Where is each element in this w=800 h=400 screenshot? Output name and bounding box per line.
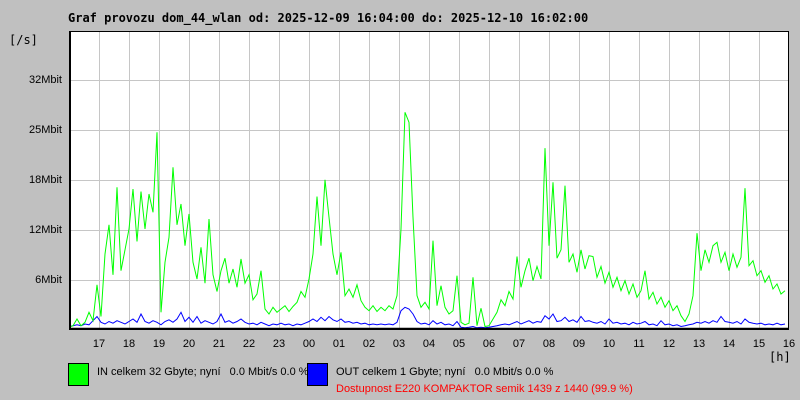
x-tick-label: 01 <box>332 338 346 350</box>
y-tick-label-12mbit: 12Mbit <box>28 224 62 236</box>
out-legend-label: OUT celkem 1 Gbyte; nyní 0.0 Mbit/s 0.0 … <box>336 366 554 378</box>
x-tick-label: 16 <box>782 338 796 350</box>
x-tick-label: 00 <box>302 338 316 350</box>
x-tick-label: 13 <box>692 338 706 350</box>
x-tick-label: 10 <box>602 338 616 350</box>
in-legend-swatch <box>68 363 89 386</box>
in-legend-label: IN celkem 32 Gbyte; nyní 0.0 Mbit/s 0.0 … <box>97 366 309 378</box>
in-series-line <box>69 112 786 328</box>
y-tick-label-25mbit: 25Mbit <box>28 124 62 136</box>
x-tick-label: 15 <box>752 338 766 350</box>
x-tick-label: 07 <box>512 338 526 350</box>
x-tick-label: 11 <box>633 338 645 350</box>
out-series-line <box>69 306 786 329</box>
out-legend-swatch <box>307 363 328 386</box>
x-tick-label: 04 <box>422 338 436 350</box>
x-tick-label: 17 <box>92 338 106 350</box>
x-tick-label: 19 <box>152 338 166 350</box>
x-tick-label: 05 <box>452 338 466 350</box>
x-axis-unit-label: [h] <box>769 350 791 364</box>
y-tick-label-6mbit: 6Mbit <box>35 274 62 286</box>
availability-status-text: Dostupnost E220 KOMPAKTOR semik 1439 z 1… <box>336 383 633 395</box>
x-tick-label: 22 <box>242 338 256 350</box>
x-tick-label: 21 <box>212 338 226 350</box>
x-tick-label: 03 <box>392 338 406 350</box>
x-tick-label: 14 <box>722 338 736 350</box>
x-tick-label: 06 <box>482 338 496 350</box>
y-tick-label-32mbit: 32Mbit <box>28 74 62 86</box>
x-tick-label: 23 <box>272 338 286 350</box>
page-title: Graf provozu dom_44_wlan od: 2025-12-09 … <box>68 11 589 25</box>
x-tick-label: 09 <box>572 338 586 350</box>
y-tick-label-18mbit: 18Mbit <box>28 174 62 186</box>
x-tick-label: 08 <box>542 338 556 350</box>
x-tick-label: 12 <box>662 338 676 350</box>
traffic-chart-svg <box>69 31 789 330</box>
x-tick-label: 20 <box>182 338 196 350</box>
y-axis-unit-label: [/s] <box>9 33 38 47</box>
plot-area <box>69 31 789 330</box>
x-tick-label: 02 <box>362 338 376 350</box>
x-tick-label: 18 <box>122 338 136 350</box>
